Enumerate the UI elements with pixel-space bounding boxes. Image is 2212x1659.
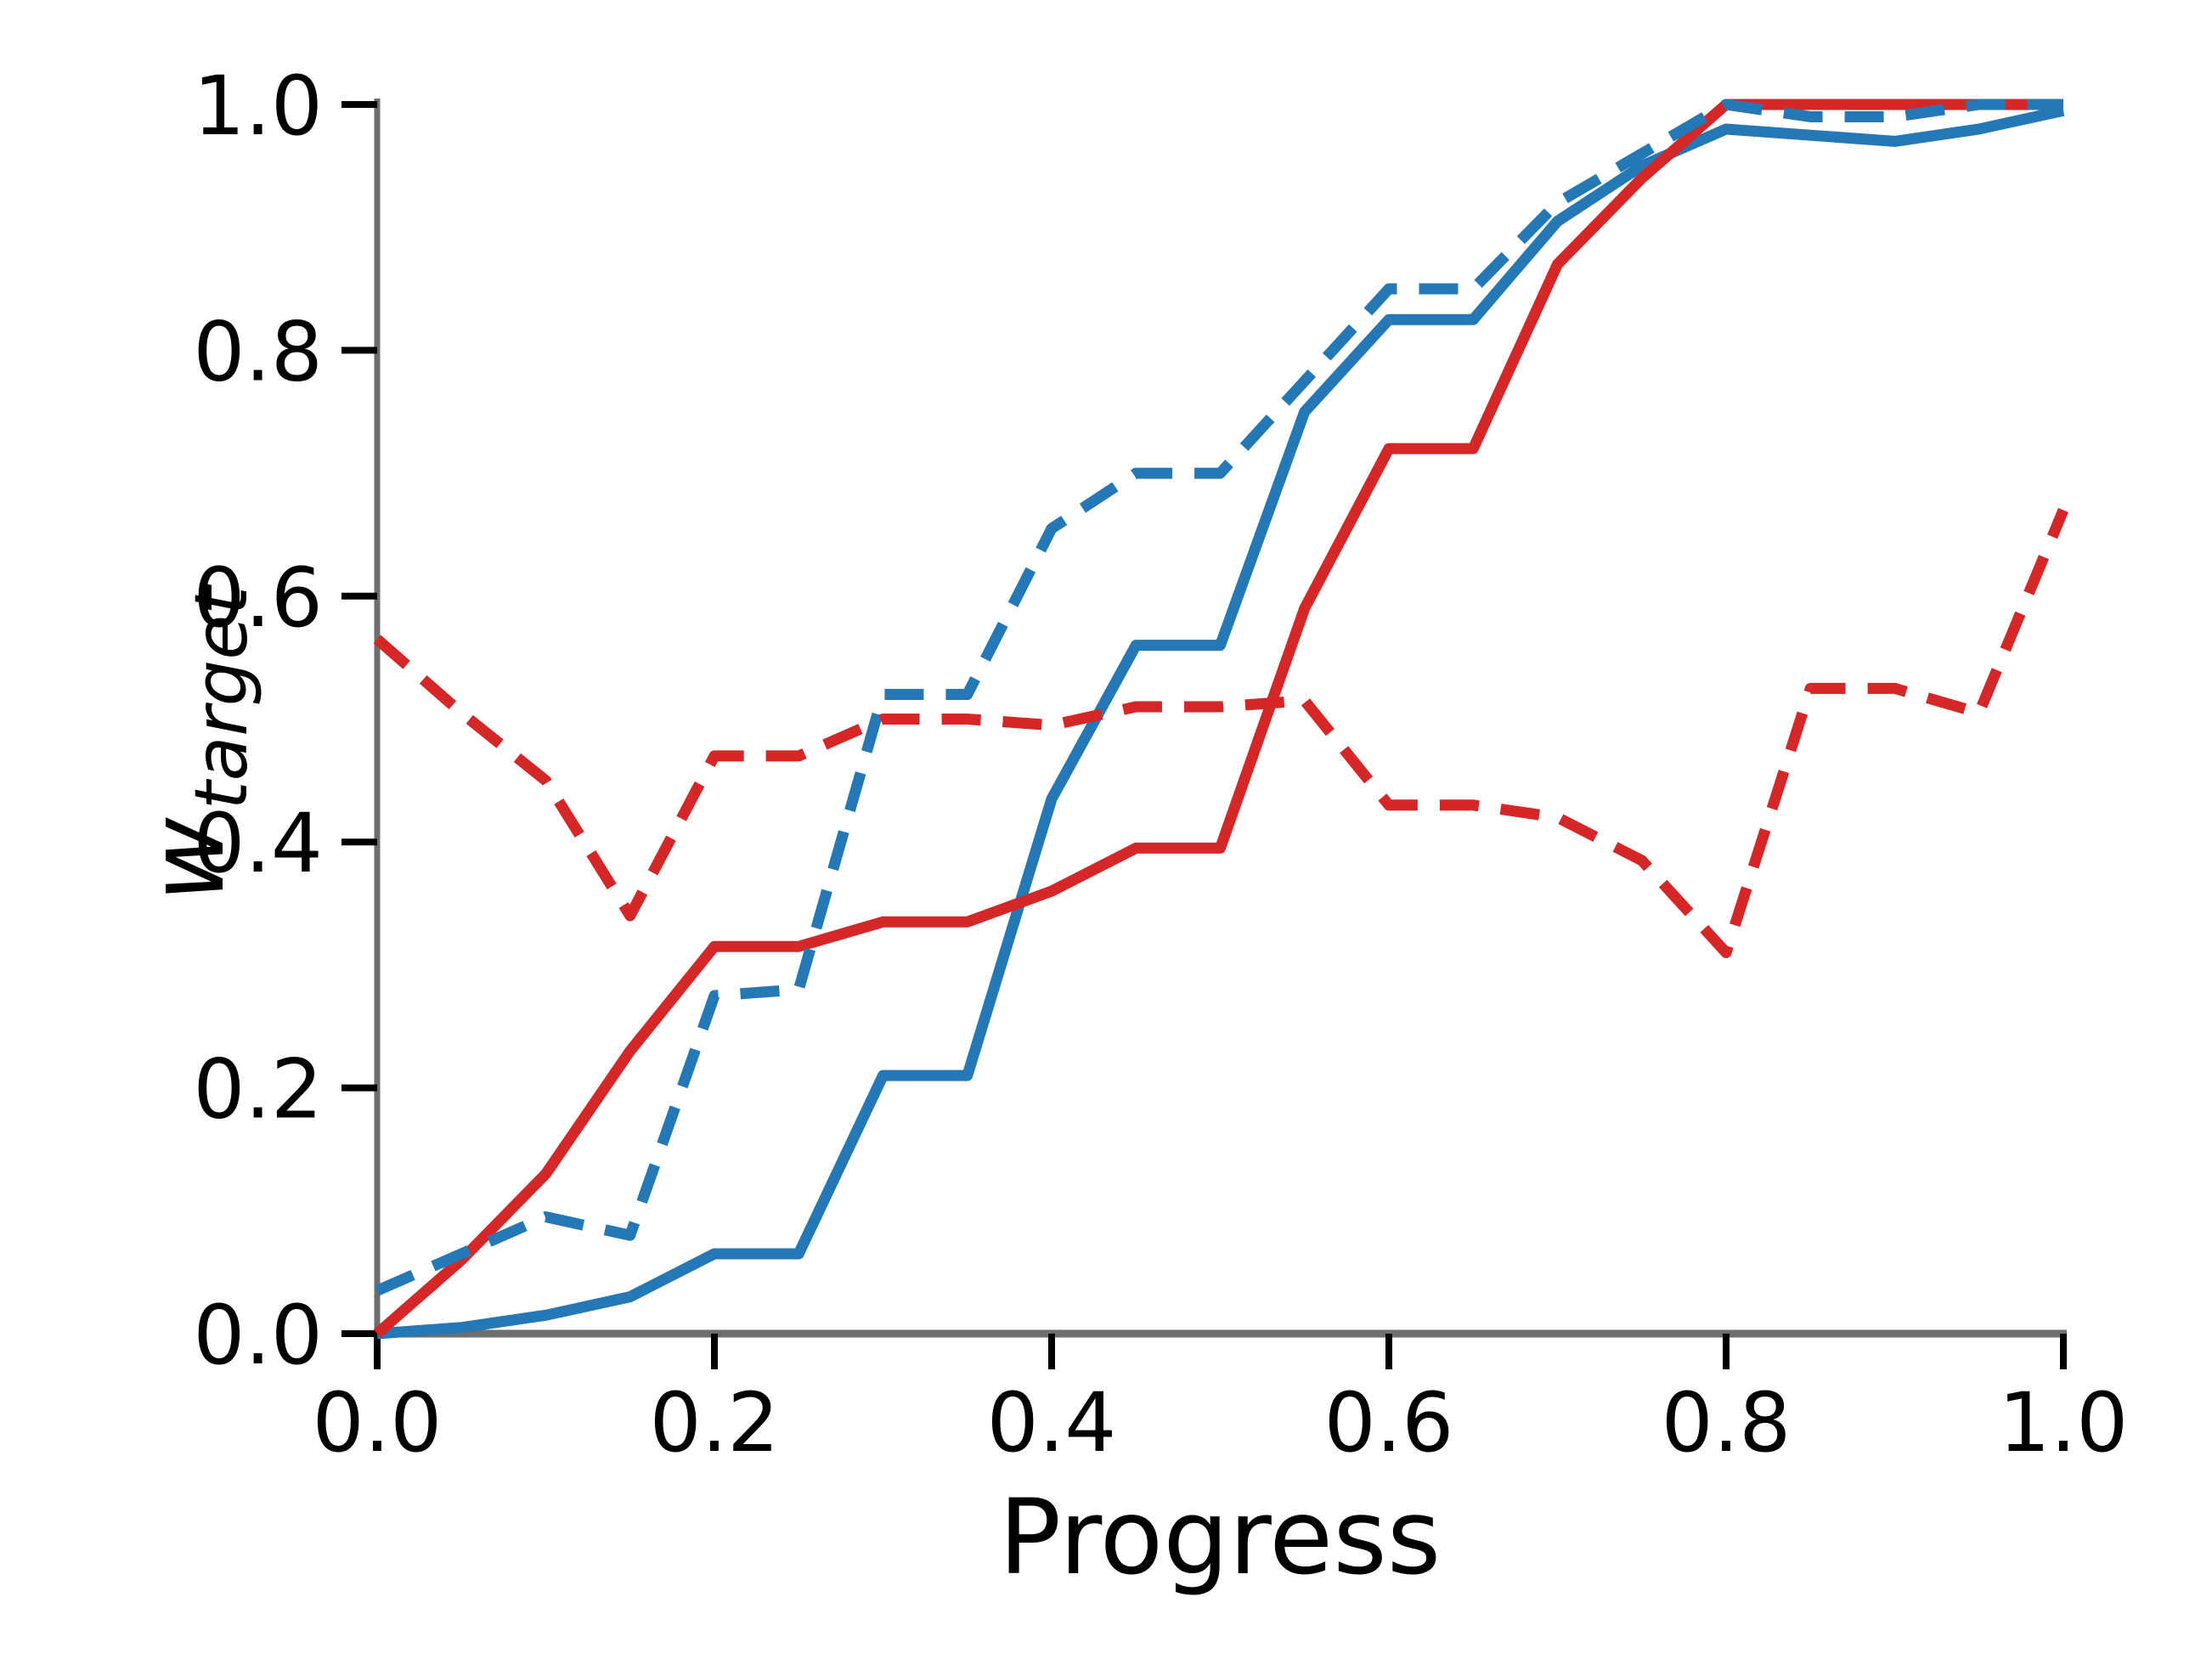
y-axis-tick-labels: 0.0 0.2 0.4 0.6 0.8 1.0	[193, 59, 323, 1383]
x-axis-ticks	[374, 1334, 2067, 1369]
y-tick-label: 0.6	[193, 550, 323, 646]
x-tick-label: 0.2	[650, 1375, 780, 1470]
y-axis-label: w target	[127, 584, 264, 902]
x-tick-label: 0.0	[313, 1375, 443, 1470]
x-tick-label: 0.4	[987, 1375, 1117, 1470]
x-axis-label: Progress	[999, 1477, 1442, 1598]
y-axis-label-subscript: target	[179, 584, 264, 810]
series-blue-solid	[376, 104, 2065, 1340]
y-tick-label: 0.2	[193, 1042, 323, 1137]
y-axis-label-main: w	[127, 817, 247, 902]
x-tick-label: 1.0	[1999, 1375, 2129, 1470]
y-axis-ticks	[341, 101, 377, 1337]
y-tick-label: 0.8	[193, 304, 323, 399]
y-tick-label: 1.0	[193, 59, 323, 154]
x-tick-label: 0.8	[1662, 1375, 1792, 1470]
x-axis-tick-labels: 0.0 0.2 0.4 0.6 0.8 1.0	[313, 1375, 2129, 1470]
y-tick-label: 0.0	[193, 1288, 323, 1383]
series-red-dashed	[373, 508, 2069, 958]
series-red-solid	[373, 99, 2063, 1338]
series-blue-dashed	[375, 99, 2063, 1296]
x-tick-label: 0.6	[1324, 1375, 1454, 1470]
svg-text:w target: w target	[127, 584, 264, 902]
plot-series	[373, 99, 2069, 1340]
y-tick-label: 0.4	[193, 796, 323, 891]
